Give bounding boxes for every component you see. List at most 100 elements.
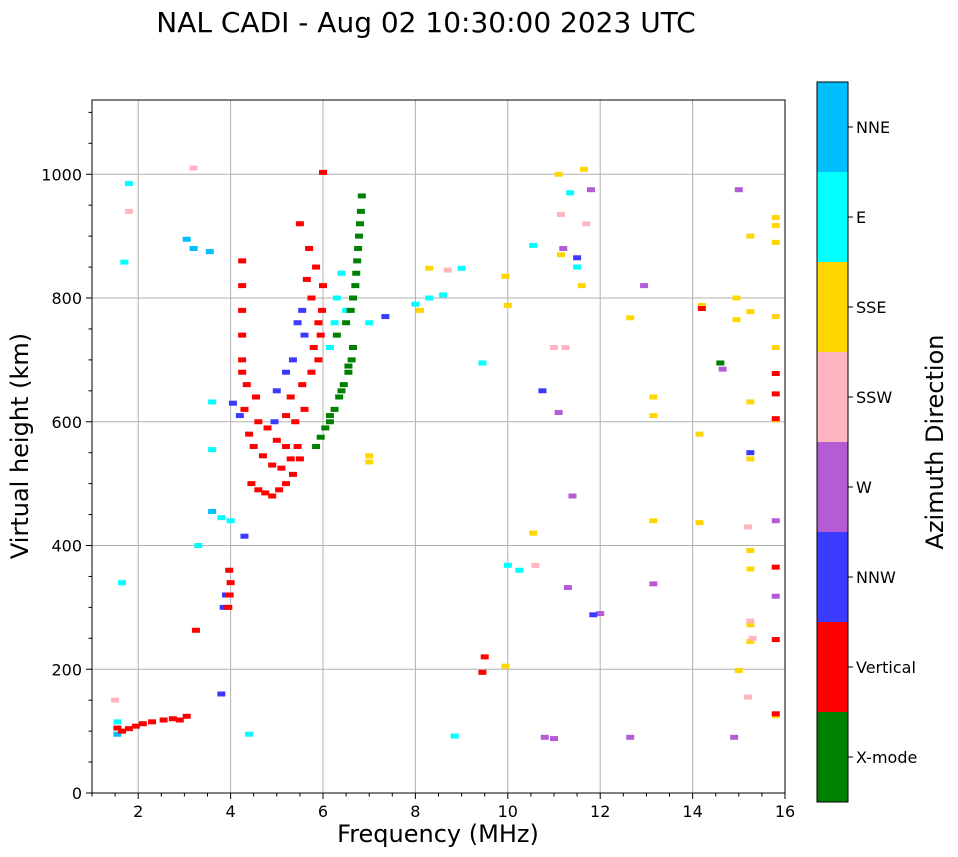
data-point xyxy=(355,221,364,227)
series-sse xyxy=(365,166,780,719)
data-point xyxy=(118,728,127,734)
data-point xyxy=(771,711,780,717)
data-point xyxy=(586,187,595,193)
data-point xyxy=(325,419,334,425)
series-w xyxy=(540,187,780,742)
data-point xyxy=(332,332,341,338)
x-tick-label: 14 xyxy=(682,802,702,821)
data-point xyxy=(649,413,658,419)
data-point xyxy=(353,258,362,264)
data-point xyxy=(342,320,351,326)
data-point xyxy=(771,637,780,643)
data-point xyxy=(540,734,549,740)
data-point xyxy=(270,419,279,425)
colorbar-swatch xyxy=(817,712,848,802)
data-point xyxy=(559,246,568,251)
data-point xyxy=(365,320,374,326)
data-point xyxy=(258,453,267,459)
y-tick-label: 200 xyxy=(51,660,82,679)
grid-layer xyxy=(92,100,786,793)
colorbar-swatch xyxy=(817,442,848,532)
data-point xyxy=(124,181,133,187)
data-point xyxy=(746,547,755,553)
y-tick-label: 600 xyxy=(51,413,82,432)
data-point xyxy=(649,394,658,400)
data-point xyxy=(300,406,309,412)
data-point xyxy=(240,406,249,412)
data-point xyxy=(649,518,658,524)
data-point xyxy=(245,731,254,737)
data-point xyxy=(268,462,277,468)
data-point xyxy=(582,221,591,227)
data-point xyxy=(219,604,228,610)
data-point xyxy=(118,580,127,586)
data-point xyxy=(365,453,374,459)
data-point xyxy=(242,382,251,388)
data-point xyxy=(695,431,704,437)
data-point xyxy=(252,394,261,400)
x-axis-label: Frequency (MHz) xyxy=(337,820,539,848)
data-point xyxy=(771,518,780,524)
y-tick-label: 0 xyxy=(72,784,82,803)
data-point xyxy=(182,713,191,719)
data-point xyxy=(771,391,780,397)
colorbar-frame xyxy=(816,81,849,803)
data-point xyxy=(113,719,122,725)
data-point xyxy=(175,717,184,723)
data-point xyxy=(124,208,133,214)
data-point xyxy=(330,406,339,412)
data-point xyxy=(556,252,565,258)
data-point xyxy=(344,369,353,375)
data-point xyxy=(357,193,366,199)
data-point xyxy=(478,360,487,366)
data-point xyxy=(771,314,780,320)
colorbar-tick-label: E xyxy=(856,208,866,227)
data-point xyxy=(746,233,755,239)
data-point xyxy=(573,255,582,261)
data-point xyxy=(515,567,524,573)
data-point xyxy=(626,734,635,740)
data-point xyxy=(771,593,780,599)
data-point xyxy=(288,471,297,477)
colorbar-tick-label: NNE xyxy=(856,118,890,137)
y-axis: 0 200 400 600 800 1000 xyxy=(41,111,92,803)
plot-background xyxy=(92,100,785,793)
data-point xyxy=(531,562,540,568)
data-point xyxy=(550,736,558,742)
data-point xyxy=(347,357,356,363)
series-e xyxy=(113,181,582,739)
data-point xyxy=(351,283,360,289)
data-point xyxy=(695,520,704,526)
y-axis-label: Virtual height (km) xyxy=(6,333,34,559)
data-point xyxy=(697,306,706,312)
data-point xyxy=(307,369,316,375)
data-point xyxy=(113,731,122,737)
data-point xyxy=(295,221,304,227)
data-point xyxy=(111,697,120,703)
series-vertical xyxy=(113,169,780,734)
data-point xyxy=(344,363,353,369)
data-point xyxy=(748,635,757,641)
data-point xyxy=(245,431,254,437)
data-point xyxy=(529,530,538,536)
data-point xyxy=(325,413,334,419)
data-point xyxy=(194,543,203,548)
data-point xyxy=(159,717,168,723)
data-point xyxy=(319,169,327,175)
data-point xyxy=(732,295,741,301)
data-point xyxy=(744,694,753,700)
colorbar-tick-label: NNW xyxy=(856,568,896,587)
data-point xyxy=(312,264,321,270)
data-point xyxy=(337,270,346,276)
data-point xyxy=(589,612,598,618)
data-point xyxy=(349,295,358,301)
data-point xyxy=(346,307,355,313)
data-point xyxy=(550,345,558,350)
y-tick-label: 1000 xyxy=(41,165,82,184)
data-point xyxy=(649,581,658,587)
y-tick-label: 800 xyxy=(51,289,82,308)
colorbar-swatch xyxy=(817,532,848,622)
data-point xyxy=(501,273,510,279)
marks-layer xyxy=(111,165,780,742)
